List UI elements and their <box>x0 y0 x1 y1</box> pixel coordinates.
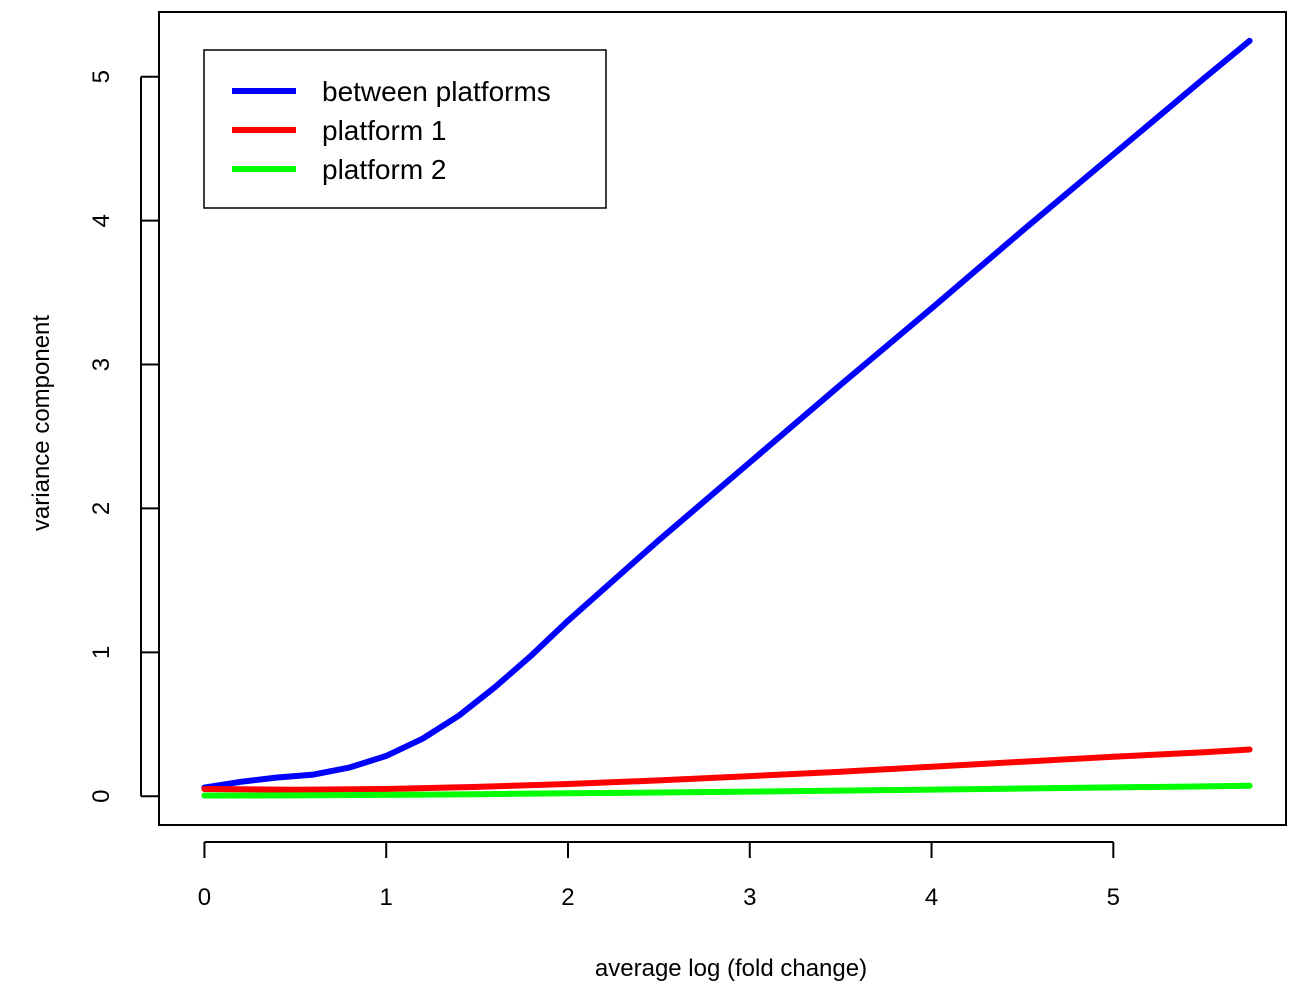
series-line <box>201 782 1253 799</box>
legend-label: platform 2 <box>322 154 447 185</box>
series-line <box>201 746 1253 793</box>
y-tick-label: 3 <box>88 358 115 371</box>
x-tick-label: 3 <box>743 884 756 911</box>
x-tick-label: 2 <box>561 884 574 911</box>
y-axis: 0 1 2 3 4 5 <box>88 70 159 803</box>
x-axis: 0 1 2 3 4 5 <box>198 841 1120 911</box>
y-tick-label: 0 <box>88 790 115 803</box>
x-axis-label: average log (fold change) <box>595 955 867 982</box>
y-tick-label: 5 <box>88 70 115 83</box>
series-layer <box>201 37 1253 799</box>
x-tick-label: 5 <box>1107 884 1120 911</box>
y-axis-label: variance component <box>28 315 55 531</box>
x-tick-label: 1 <box>380 884 393 911</box>
legend-label: between platforms <box>322 76 551 107</box>
x-tick-label: 0 <box>198 884 211 911</box>
y-tick-label: 4 <box>88 214 115 227</box>
y-tick-label: 2 <box>88 502 115 515</box>
x-tick-label: 4 <box>925 884 938 911</box>
legend-label: platform 1 <box>322 115 447 146</box>
legend: between platforms platform 1 platform 2 <box>203 49 607 209</box>
series-line <box>201 37 1253 791</box>
y-tick-label: 1 <box>88 646 115 659</box>
plot-frame <box>158 11 1287 826</box>
